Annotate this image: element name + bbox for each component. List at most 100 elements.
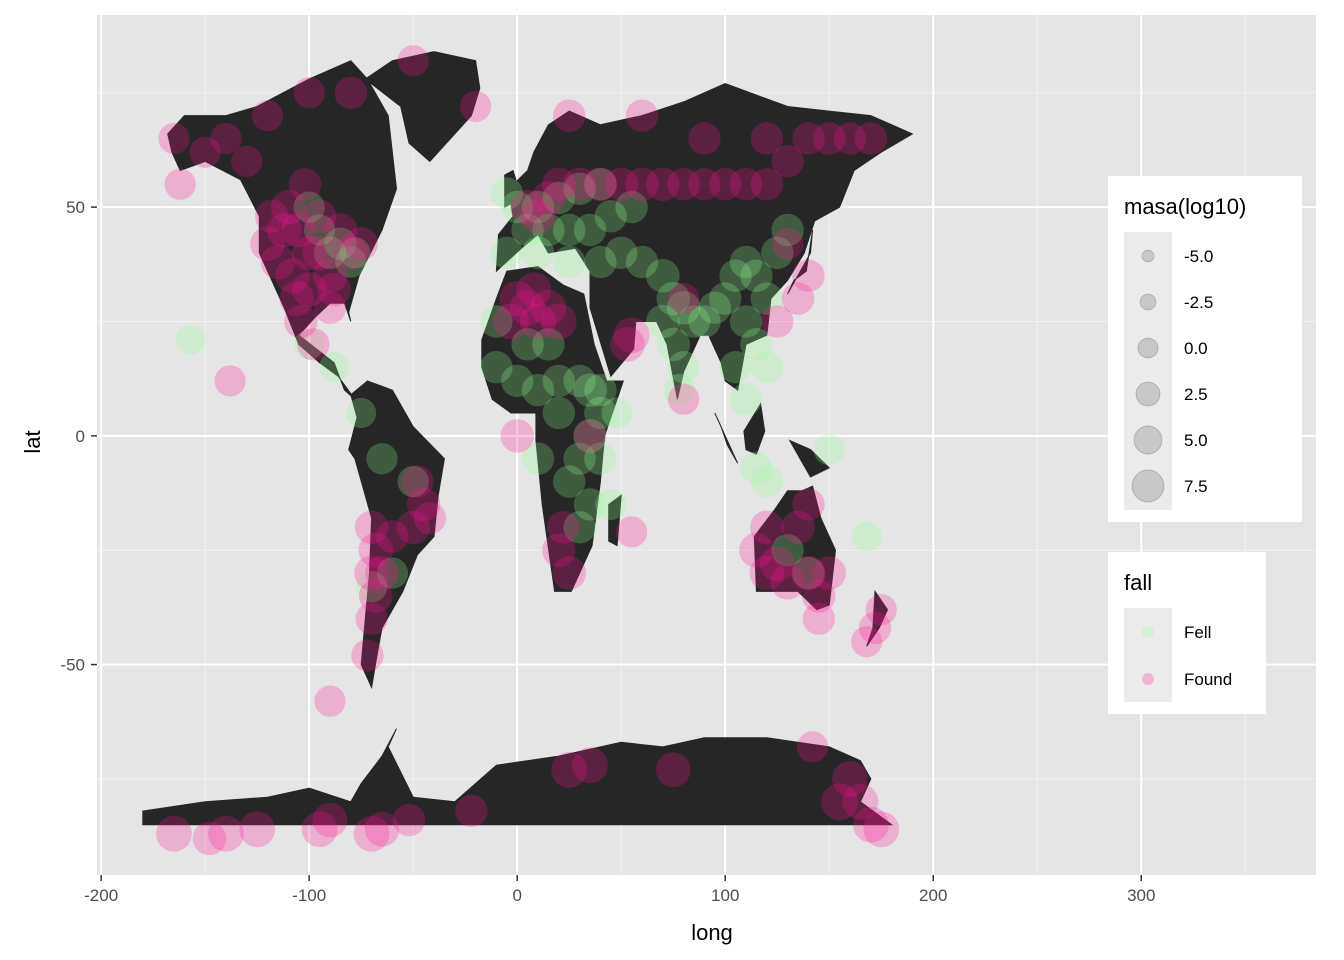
found-point <box>156 815 192 852</box>
japan-land <box>787 229 814 295</box>
fell-point <box>293 191 325 223</box>
found-point <box>688 122 721 155</box>
size-legend-label: 5.0 <box>1184 431 1208 450</box>
found-point <box>275 258 310 294</box>
found-point <box>852 806 889 843</box>
points-layer <box>156 45 900 856</box>
fell-point <box>511 328 544 361</box>
found-point <box>750 510 784 545</box>
south-america-land <box>348 380 445 690</box>
fell-point <box>346 397 377 429</box>
found-point <box>251 100 284 132</box>
australia-land <box>753 485 837 611</box>
color-legend-title: fall <box>1124 570 1152 595</box>
x-axis-title: long <box>691 920 733 945</box>
x-tick-label: 200 <box>919 886 947 905</box>
found-point <box>770 564 805 600</box>
found-point <box>667 282 700 315</box>
x-tick-label: -200 <box>84 886 118 905</box>
found-point <box>164 168 196 200</box>
found-point <box>854 122 888 155</box>
axes: -200 -100 0 100 200 300 -50 0 50 long lat <box>20 198 1155 945</box>
fell-point <box>490 177 524 210</box>
found-series <box>156 45 900 856</box>
found-point <box>646 167 680 202</box>
fell-point <box>355 571 388 603</box>
found-point <box>279 281 315 316</box>
found-point <box>688 168 721 201</box>
fell-point <box>542 364 576 398</box>
found-point <box>573 419 607 453</box>
land-layer <box>142 51 914 826</box>
found-point <box>546 511 580 544</box>
size-legend-label: 0.0 <box>1184 339 1208 358</box>
found-point <box>301 811 338 848</box>
found-point <box>759 546 795 582</box>
found-point <box>291 272 327 307</box>
fell-point <box>339 237 371 269</box>
fell-point <box>366 443 398 475</box>
found-point <box>312 258 348 294</box>
found-point <box>288 168 322 201</box>
size-legend-key-background <box>1124 232 1172 510</box>
fell-point <box>666 290 701 325</box>
found-point <box>312 802 348 838</box>
found-point <box>553 99 586 132</box>
found-point <box>406 487 441 522</box>
found-point <box>531 181 566 215</box>
size-legend-keys: -5.0 -2.5 0.0 2.5 5.0 7.5 <box>1131 247 1213 503</box>
found-point <box>863 811 900 848</box>
found-point <box>358 579 393 613</box>
found-point <box>858 611 892 645</box>
found-point <box>781 282 815 315</box>
found-point <box>802 579 836 613</box>
fell-point <box>303 214 336 246</box>
found-point <box>562 167 597 202</box>
fell-point <box>740 259 773 292</box>
found-point <box>604 167 638 202</box>
found-point <box>214 365 246 397</box>
size-legend: masa(log10) -5.0 -2.5 0.0 2.5 5.0 7.5 <box>1108 176 1302 522</box>
fell-point <box>563 442 596 475</box>
found-point <box>750 168 784 201</box>
fell-point <box>480 351 513 384</box>
size-legend-key <box>1141 249 1155 263</box>
fell-point <box>688 305 721 338</box>
found-point <box>313 291 347 324</box>
fell-point <box>792 556 825 590</box>
fell-point <box>750 282 784 315</box>
x-tick-label: 100 <box>711 886 739 905</box>
found-point <box>792 488 825 521</box>
fell-point <box>521 236 555 270</box>
fell-point <box>595 488 627 521</box>
antarctica-land <box>142 728 894 826</box>
found-point <box>208 815 244 852</box>
found-point <box>358 532 394 568</box>
fell-point <box>521 442 555 475</box>
found-point <box>281 212 317 248</box>
found-point <box>500 419 534 453</box>
found-point <box>667 168 700 201</box>
found-point <box>260 244 296 280</box>
eurasia-land <box>495 83 914 400</box>
found-point <box>493 303 529 340</box>
size-legend-key <box>1131 469 1165 503</box>
found-point <box>254 199 289 234</box>
found-point <box>376 520 409 553</box>
fell-point <box>719 259 752 292</box>
found-point <box>284 304 318 339</box>
size-legend-label: 2.5 <box>1184 385 1208 404</box>
x-tick-label: -100 <box>292 886 326 905</box>
found-point <box>781 510 815 545</box>
found-point <box>551 751 588 788</box>
fell-point <box>729 383 763 416</box>
fell-point <box>750 465 784 498</box>
found-point <box>302 235 337 271</box>
found-point <box>613 317 650 354</box>
y-axis-ticks: -50 0 50 <box>60 198 97 675</box>
found-point <box>354 510 389 545</box>
found-point <box>353 815 390 852</box>
y-tick-label: -50 <box>60 656 85 675</box>
africa-land <box>481 266 624 592</box>
fell-point <box>324 227 357 260</box>
